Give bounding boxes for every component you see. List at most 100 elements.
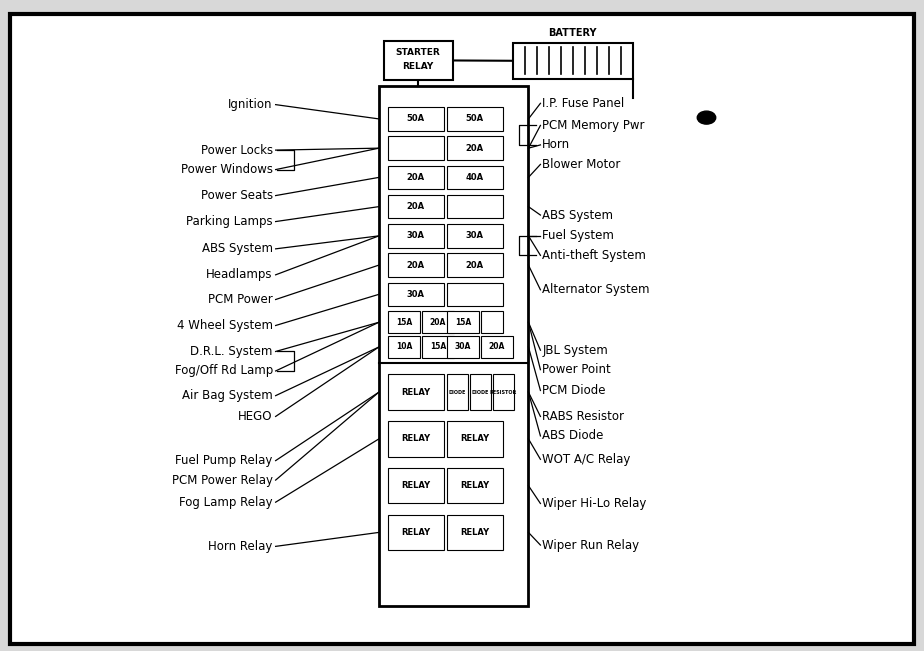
- Text: Alternator System: Alternator System: [542, 283, 650, 296]
- Text: Wiper Hi-Lo Relay: Wiper Hi-Lo Relay: [542, 497, 647, 510]
- Bar: [493, 374, 514, 410]
- Text: 20A: 20A: [407, 260, 425, 270]
- Text: Power Point: Power Point: [542, 363, 611, 376]
- Text: Fog/Off Rd Lamp: Fog/Off Rd Lamp: [175, 365, 273, 378]
- Text: Power Locks: Power Locks: [201, 144, 273, 157]
- Text: 30A: 30A: [455, 342, 471, 352]
- Text: 40A: 40A: [466, 173, 484, 182]
- Text: Power Windows: Power Windows: [181, 163, 273, 176]
- Bar: [447, 166, 503, 189]
- Bar: [388, 283, 444, 306]
- Bar: [388, 224, 444, 247]
- Text: 20A: 20A: [466, 144, 484, 152]
- Text: 10A: 10A: [395, 342, 412, 352]
- Bar: [513, 43, 633, 79]
- Text: Headlamps: Headlamps: [206, 268, 273, 281]
- Text: Air Bag System: Air Bag System: [182, 389, 273, 402]
- Circle shape: [698, 111, 716, 124]
- Bar: [447, 107, 503, 131]
- Text: RELAY: RELAY: [401, 528, 431, 537]
- Bar: [388, 374, 444, 410]
- Text: RESISTOR: RESISTOR: [490, 389, 517, 395]
- Bar: [447, 283, 503, 306]
- Text: Power Seats: Power Seats: [201, 189, 273, 202]
- Text: RELAY: RELAY: [401, 481, 431, 490]
- Text: DIODE: DIODE: [472, 389, 489, 395]
- Text: Fuel Pump Relay: Fuel Pump Relay: [176, 454, 273, 467]
- Bar: [388, 137, 444, 160]
- Bar: [447, 224, 503, 247]
- Text: 15A: 15A: [430, 342, 446, 352]
- Bar: [388, 336, 419, 358]
- Text: 4 Wheel System: 4 Wheel System: [176, 319, 273, 332]
- Bar: [447, 195, 503, 218]
- Bar: [388, 311, 419, 333]
- Bar: [388, 107, 444, 131]
- Bar: [447, 336, 479, 358]
- Text: ABS Diode: ABS Diode: [542, 430, 603, 443]
- Bar: [388, 468, 444, 503]
- Bar: [447, 514, 503, 550]
- Text: PCM Power: PCM Power: [208, 293, 273, 306]
- Text: 20A: 20A: [430, 318, 446, 327]
- Bar: [388, 421, 444, 457]
- Bar: [383, 41, 453, 80]
- Text: Fuel System: Fuel System: [542, 229, 614, 242]
- Text: HEGO: HEGO: [238, 410, 273, 423]
- Text: RELAY: RELAY: [460, 528, 490, 537]
- Bar: [388, 253, 444, 277]
- Bar: [447, 137, 503, 160]
- Text: BATTERY: BATTERY: [549, 28, 597, 38]
- Text: Ignition: Ignition: [228, 98, 273, 111]
- Text: Fog Lamp Relay: Fog Lamp Relay: [179, 495, 273, 508]
- Text: Wiper Run Relay: Wiper Run Relay: [542, 538, 639, 551]
- Text: Anti-theft System: Anti-theft System: [542, 249, 646, 262]
- Bar: [447, 311, 479, 333]
- Text: RABS Resistor: RABS Resistor: [542, 410, 625, 423]
- Bar: [470, 374, 491, 410]
- Text: PCM Memory Pwr: PCM Memory Pwr: [542, 119, 645, 132]
- Text: 30A: 30A: [407, 231, 425, 240]
- Text: RELAY: RELAY: [401, 387, 431, 396]
- Text: 20A: 20A: [466, 260, 484, 270]
- Bar: [422, 336, 454, 358]
- Bar: [388, 514, 444, 550]
- Text: JBL System: JBL System: [542, 344, 608, 357]
- Bar: [481, 311, 504, 333]
- Text: 50A: 50A: [466, 115, 484, 124]
- Bar: [422, 311, 454, 333]
- Bar: [447, 253, 503, 277]
- Text: Horn: Horn: [542, 139, 570, 152]
- Text: 30A: 30A: [407, 290, 425, 299]
- Text: ABS System: ABS System: [542, 208, 614, 221]
- Text: RELAY: RELAY: [401, 434, 431, 443]
- Text: RELAY: RELAY: [460, 434, 490, 443]
- Bar: [447, 374, 468, 410]
- Bar: [388, 195, 444, 218]
- Text: PCM Diode: PCM Diode: [542, 384, 606, 397]
- Text: 20A: 20A: [407, 202, 425, 211]
- Text: 20A: 20A: [407, 173, 425, 182]
- Text: 20A: 20A: [489, 342, 505, 352]
- Text: Blower Motor: Blower Motor: [542, 158, 621, 171]
- Text: RELAY: RELAY: [460, 481, 490, 490]
- Text: 15A: 15A: [455, 318, 471, 327]
- Text: 30A: 30A: [466, 231, 484, 240]
- Text: Parking Lamps: Parking Lamps: [187, 215, 273, 228]
- Text: 15A: 15A: [395, 318, 412, 327]
- Text: PCM Power Relay: PCM Power Relay: [172, 474, 273, 486]
- Text: Horn Relay: Horn Relay: [209, 540, 273, 553]
- Bar: [447, 468, 503, 503]
- Text: 50A: 50A: [407, 115, 425, 124]
- Bar: [481, 336, 513, 358]
- Text: I.P. Fuse Panel: I.P. Fuse Panel: [542, 97, 625, 110]
- Bar: [379, 87, 529, 606]
- Text: DIODE: DIODE: [449, 389, 466, 395]
- Bar: [447, 421, 503, 457]
- Text: RELAY: RELAY: [403, 62, 433, 72]
- Bar: [388, 166, 444, 189]
- Text: STARTER: STARTER: [395, 48, 441, 57]
- Text: D.R.L. System: D.R.L. System: [190, 345, 273, 358]
- Text: ABS System: ABS System: [201, 242, 273, 255]
- Text: WOT A/C Relay: WOT A/C Relay: [542, 453, 631, 466]
